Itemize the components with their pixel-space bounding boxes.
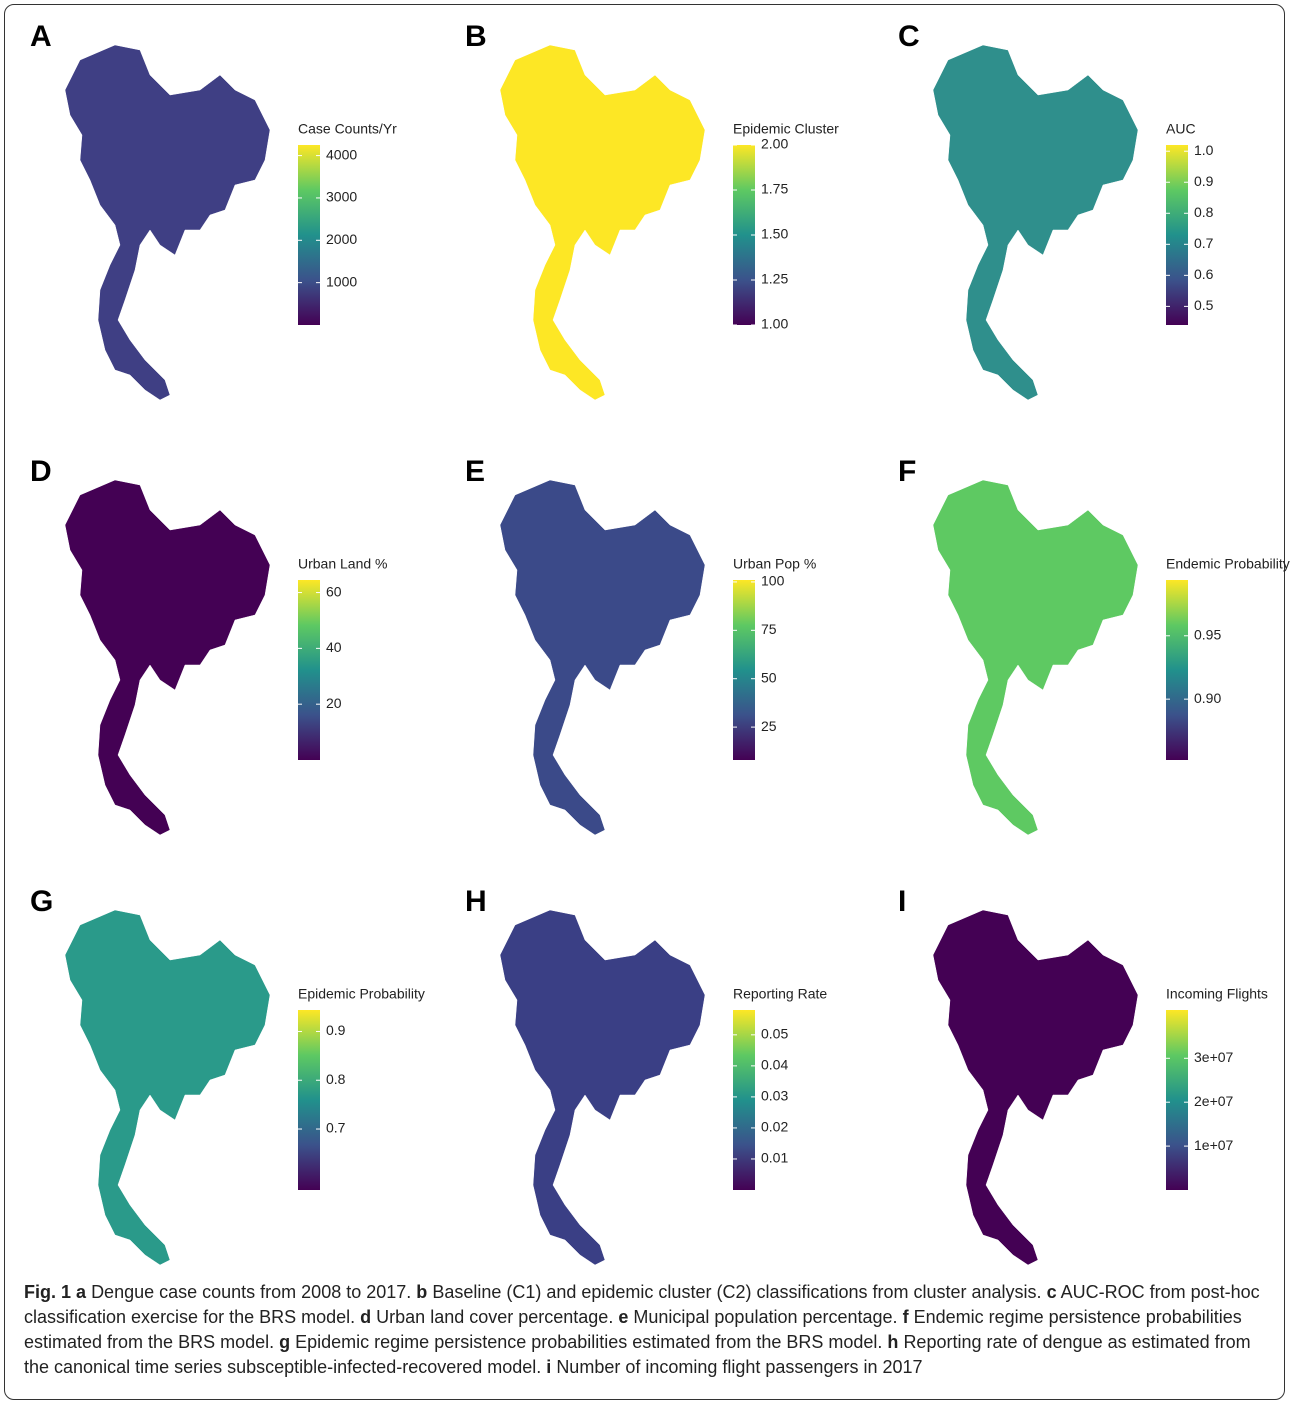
caption-text: Urban land cover percentage. <box>376 1307 613 1327</box>
tick-label: 0.05 <box>761 1026 788 1042</box>
tick-label: 75 <box>761 621 777 637</box>
panel-label: G <box>30 885 53 918</box>
legend-title: Epidemic Cluster <box>733 121 839 137</box>
caption-label: Fig. 1 <box>24 1282 71 1302</box>
tick-label: 0.9 <box>1194 173 1214 189</box>
panel: D Urban Land % 20 40 60 <box>30 455 388 835</box>
tick-label: 2000 <box>326 231 357 247</box>
colorbar <box>733 580 755 760</box>
panel: A Case Counts/Yr 1000 2000 3000 4000 <box>30 20 397 400</box>
caption-letter: c <box>1047 1282 1057 1302</box>
tick-label: 0.03 <box>761 1088 788 1104</box>
map <box>933 45 1138 400</box>
panel: F Endemic Probability 0.90 0.95 <box>898 455 1290 835</box>
colorbar <box>733 1010 755 1190</box>
caption-text: Number of incoming flight passengers in … <box>556 1357 922 1377</box>
figure: A Case Counts/Yr 1000 2000 3000 4000 B Epidemic… <box>0 0 1293 1280</box>
tick-label: 0.9 <box>326 1022 346 1038</box>
panel: E Urban Pop % 25 50 75 100 <box>465 455 816 835</box>
tick-label: 0.90 <box>1194 690 1221 706</box>
map <box>65 480 270 835</box>
map <box>65 45 270 400</box>
caption-letter: h <box>887 1332 898 1352</box>
tick-label: 1.50 <box>761 226 788 242</box>
tick-label: 1.00 <box>761 316 788 332</box>
legend-title: AUC <box>1166 121 1196 137</box>
tick-label: 0.7 <box>326 1120 346 1136</box>
tick-label: 2e+07 <box>1194 1093 1234 1109</box>
panel-label: A <box>30 20 52 53</box>
caption-letter: g <box>279 1332 290 1352</box>
colorbar <box>1166 1010 1188 1190</box>
tick-label: 0.6 <box>1194 266 1214 282</box>
tick-label: 0.04 <box>761 1057 788 1073</box>
legend-title: Case Counts/Yr <box>298 121 397 137</box>
caption-letter: e <box>618 1307 628 1327</box>
legend-title: Epidemic Probability <box>298 986 425 1002</box>
tick-label: 0.7 <box>1194 235 1214 251</box>
caption-letter: f <box>903 1307 909 1327</box>
tick-label: 0.02 <box>761 1119 788 1135</box>
map <box>65 910 270 1265</box>
panel-label: B <box>465 20 487 53</box>
tick-label: 4000 <box>326 146 357 162</box>
caption-letter: i <box>546 1357 551 1377</box>
panel-label: D <box>30 455 52 488</box>
legend-title: Urban Land % <box>298 556 388 572</box>
tick-label: 1.75 <box>761 181 788 197</box>
tick-label: 60 <box>326 583 342 599</box>
legend-title: Urban Pop % <box>733 556 816 572</box>
legend-title: Incoming Flights <box>1166 986 1268 1002</box>
colorbar <box>1166 145 1188 325</box>
tick-label: 3e+07 <box>1194 1049 1234 1065</box>
caption: Fig. 1 a Dengue case counts from 2008 to… <box>24 1280 1264 1380</box>
caption-letter: a <box>76 1282 86 1302</box>
panel: I Incoming Flights 1e+07 2e+07 3e+07 <box>898 885 1268 1265</box>
tick-label: 40 <box>326 639 342 655</box>
tick-label: 50 <box>761 669 777 685</box>
panel: C AUC 0.5 0.6 0.7 0.8 0.9 1.0 <box>898 20 1214 400</box>
panel: H Reporting Rate 0.01 0.02 0.03 0.04 0.05 <box>465 885 827 1265</box>
colorbar <box>298 580 320 760</box>
panel-label: C <box>898 20 920 53</box>
panel: B Epidemic Cluster 1.00 1.25 1.50 1.75 2.00 <box>465 20 839 400</box>
tick-label: 3000 <box>326 189 357 205</box>
tick-label: 0.01 <box>761 1150 788 1166</box>
tick-label: 25 <box>761 718 777 734</box>
caption-text: Baseline (C1) and epidemic cluster (C2) … <box>432 1282 1041 1302</box>
tick-label: 20 <box>326 695 342 711</box>
caption-letter: b <box>416 1282 427 1302</box>
tick-label: 0.8 <box>1194 204 1214 220</box>
caption-text: Municipal population percentage. <box>633 1307 897 1327</box>
panel-label: I <box>898 885 906 918</box>
tick-label: 2.00 <box>761 136 788 152</box>
caption-text: Dengue case counts from 2008 to 2017. <box>91 1282 411 1302</box>
caption-letter: d <box>360 1307 371 1327</box>
map <box>933 910 1138 1265</box>
tick-label: 0.5 <box>1194 297 1214 313</box>
tick-label: 1e+07 <box>1194 1137 1234 1153</box>
panel-label: H <box>465 885 487 918</box>
tick-label: 0.95 <box>1194 626 1221 642</box>
tick-label: 1000 <box>326 273 357 289</box>
tick-label: 100 <box>761 573 785 589</box>
legend-title: Endemic Probability <box>1166 556 1290 572</box>
map <box>933 480 1138 835</box>
colorbar <box>298 145 320 325</box>
map <box>500 910 705 1265</box>
map <box>500 480 705 835</box>
legend-title: Reporting Rate <box>733 986 827 1002</box>
tick-label: 1.25 <box>761 271 788 287</box>
map <box>500 45 705 400</box>
panel: G Epidemic Probability 0.7 0.8 0.9 <box>30 885 425 1265</box>
tick-label: 1.0 <box>1194 142 1214 158</box>
colorbar <box>1166 580 1188 760</box>
colorbar <box>298 1010 320 1190</box>
panel-label: E <box>465 455 485 488</box>
caption-text: Epidemic regime persistence probabilitie… <box>295 1332 882 1352</box>
panel-label: F <box>898 455 916 488</box>
tick-label: 0.8 <box>326 1071 346 1087</box>
